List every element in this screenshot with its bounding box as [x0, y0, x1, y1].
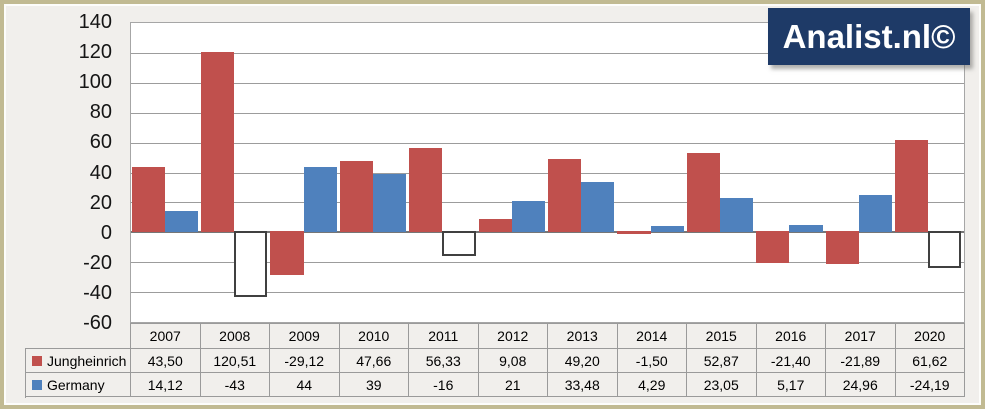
- table-value-jungheinrich-2017: -21,89: [826, 349, 896, 373]
- bar-jungheinrich-2009: [270, 231, 304, 275]
- table-value-jungheinrich-2008: 120,51: [200, 349, 270, 373]
- table-value-jungheinrich-2020: 61,62: [895, 349, 965, 373]
- gridline: [131, 113, 964, 114]
- legend-label: Germany: [47, 376, 105, 393]
- legend-item-germany: Germany: [26, 373, 131, 397]
- year-header-2008: 2008: [200, 324, 270, 348]
- data-table: Jungheinrich 43,50 120,51 -29,12 47,66 56,33 9…: [25, 348, 965, 398]
- year-header-2017: 2017: [826, 324, 896, 348]
- bar-germany-2009: [303, 166, 337, 233]
- year-header-2010: 2010: [339, 324, 409, 348]
- table-value-jungheinrich-2011: 56,33: [409, 349, 479, 373]
- legend-key-icon: [32, 379, 42, 390]
- bar-germany-2020: [928, 231, 962, 269]
- gridline: [131, 83, 964, 84]
- table-value-jungheinrich-2016: -21,40: [756, 349, 826, 373]
- category-axis-row: 2007 2008 2009 2010 2011 2012 2013 2014 2015 2016…: [130, 323, 965, 348]
- gridline: [131, 262, 964, 263]
- table-value-jungheinrich-2007: 43,50: [131, 349, 201, 373]
- gridline: [131, 53, 964, 54]
- zero-axis-line: [131, 231, 964, 233]
- year-header-2013: 2013: [548, 324, 618, 348]
- table-value-germany-2013: 33,48: [548, 373, 618, 397]
- year-header-2009: 2009: [270, 324, 340, 348]
- bar-jungheinrich-2011: [409, 148, 443, 233]
- year-header-2016: 2016: [756, 324, 826, 348]
- y-tick-label: 80: [89, 101, 112, 124]
- y-tick-label: 140: [78, 11, 112, 33]
- bar-germany-2008: [234, 231, 268, 297]
- y-tick-label: 120: [78, 41, 112, 64]
- table-value-germany-2017: 24,96: [826, 373, 896, 397]
- bar-jungheinrich-2014: [617, 231, 651, 234]
- chart-area: 140 120 100 80 60 40 20 0 -20 -40 -60 Analist.nl© …: [4, 4, 981, 405]
- table-value-jungheinrich-2014: -1,50: [617, 349, 687, 373]
- table-value-jungheinrich-2013: 49,20: [548, 349, 618, 373]
- table-value-germany-2012: 21: [478, 373, 548, 397]
- legend-key-icon: [32, 355, 42, 366]
- table-value-germany-2016: 5,17: [756, 373, 826, 397]
- year-header-2015: 2015: [687, 324, 757, 348]
- legend-label: Jungheinrich: [47, 352, 127, 369]
- bar-jungheinrich-2017: [825, 231, 859, 265]
- bar-germany-2012: [511, 200, 545, 233]
- table-value-germany-2007: 14,12: [131, 373, 201, 397]
- y-tick-label: -40: [83, 281, 112, 304]
- analist-logo[interactable]: Analist.nl©: [768, 8, 970, 65]
- bar-germany-2017: [858, 194, 893, 233]
- y-tick-label: -20: [83, 251, 112, 274]
- bar-germany-2015: [720, 197, 754, 233]
- table-value-germany-2011: -16: [409, 373, 479, 397]
- table-value-germany-2020: -24,19: [895, 373, 965, 397]
- bar-jungheinrich-2008: [200, 52, 235, 233]
- plot-inner: [131, 23, 964, 322]
- bar-jungheinrich-2012: [478, 218, 512, 233]
- y-tick-label: 20: [89, 191, 112, 214]
- y-tick-label: 40: [89, 161, 112, 184]
- bar-germany-2007: [164, 211, 198, 233]
- y-tick-label: -60: [83, 312, 112, 334]
- y-tick-label: 0: [100, 221, 112, 244]
- legend-item-jungheinrich: Jungheinrich: [26, 349, 131, 373]
- y-tick-label: 100: [78, 71, 112, 94]
- table-value-germany-2014: 4,29: [617, 373, 687, 397]
- bar-jungheinrich-2013: [548, 158, 582, 233]
- table-value-jungheinrich-2010: 47,66: [339, 349, 409, 373]
- table-value-jungheinrich-2012: 9,08: [478, 349, 548, 373]
- bar-jungheinrich-2015: [686, 153, 720, 233]
- gridline: [131, 173, 964, 174]
- y-tick-label: 60: [89, 131, 112, 154]
- gridline: [131, 143, 964, 144]
- gridline: [131, 292, 964, 293]
- year-header-2012: 2012: [478, 324, 548, 348]
- table-value-germany-2008: -43: [200, 373, 270, 397]
- year-header-2020: 2020: [895, 324, 965, 348]
- gridline: [131, 202, 964, 203]
- bar-germany-2016: [789, 224, 823, 233]
- table-value-germany-2009: 44: [270, 373, 340, 397]
- bar-jungheinrich-2007: [131, 167, 165, 233]
- bar-jungheinrich-2010: [339, 161, 373, 233]
- year-header-2007: 2007: [131, 324, 201, 348]
- year-header-2011: 2011: [409, 324, 479, 348]
- bar-germany-2011: [442, 231, 476, 257]
- bar-jungheinrich-2020: [895, 140, 929, 233]
- table-value-jungheinrich-2015: 52,87: [687, 349, 757, 373]
- plot-area: [130, 22, 965, 323]
- analist-logo-text: Analist.nl©: [782, 17, 956, 55]
- table-value-jungheinrich-2009: -29,12: [270, 349, 340, 373]
- table-value-germany-2010: 39: [339, 373, 409, 397]
- bar-germany-2014: [650, 225, 684, 233]
- year-header-2014: 2014: [617, 324, 687, 348]
- bar-jungheinrich-2016: [756, 231, 790, 264]
- bar-germany-2013: [581, 182, 615, 233]
- bar-germany-2010: [372, 173, 407, 233]
- table-value-germany-2015: 23,05: [687, 373, 757, 397]
